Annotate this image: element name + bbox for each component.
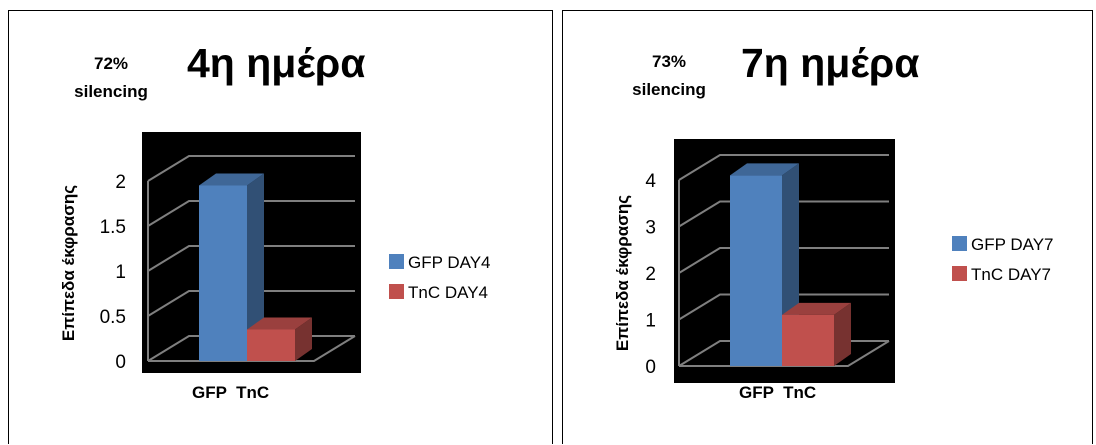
chart-plot: 0 0.5 1 1.5 2 GFP DAY4 TnC DAY4 bbox=[100, 132, 491, 373]
bar-tnc-day4 bbox=[247, 329, 295, 361]
bar-side bbox=[295, 317, 312, 361]
chart-title: 4η ημέρα bbox=[187, 40, 366, 86]
legend-swatch bbox=[389, 254, 404, 269]
gridline bbox=[147, 245, 355, 272]
chart-title: 7η ημέρα bbox=[741, 40, 920, 86]
legend-label: TnC DAY4 bbox=[408, 283, 488, 302]
gridline bbox=[147, 290, 355, 317]
legend-label: GFP DAY7 bbox=[971, 235, 1054, 254]
gridline bbox=[147, 155, 355, 182]
legend-swatch bbox=[952, 266, 967, 281]
y-tick-label: 0.5 bbox=[100, 307, 126, 328]
y-tick-label: 0 bbox=[115, 352, 126, 373]
chart-plot: 0 1 2 3 4 GFP DAY7 TnC DAY7 bbox=[645, 139, 1054, 383]
bar-tnc-day7 bbox=[782, 314, 834, 366]
bar-side bbox=[834, 302, 851, 366]
gridline bbox=[678, 200, 889, 228]
y-tick-label: 2 bbox=[115, 172, 126, 193]
silencing-annotation: 72% silencing bbox=[74, 54, 148, 101]
bar-top bbox=[730, 163, 799, 176]
gridline bbox=[678, 247, 889, 274]
y-tick-label: 2 bbox=[645, 264, 656, 285]
silencing-annotation: 73% silencing bbox=[632, 52, 706, 99]
gridline bbox=[147, 200, 355, 227]
bar-top bbox=[199, 173, 264, 186]
y-tick-label: 4 bbox=[645, 171, 656, 192]
bar-side bbox=[247, 173, 264, 361]
legend-swatch bbox=[952, 236, 967, 251]
bar-top bbox=[782, 302, 851, 315]
bar-gfp-day4 bbox=[199, 185, 247, 361]
y-tick-label: 3 bbox=[645, 218, 656, 239]
x-axis-categories: GFP TnC bbox=[739, 383, 817, 402]
y-tick-label: 1.5 bbox=[100, 217, 126, 238]
chart-panel-day4: 72% silencing 4η ημέρα Επίπεδα έκφρασης … bbox=[8, 10, 553, 444]
gridline bbox=[678, 293, 889, 321]
legend-label: TnC DAY7 bbox=[971, 265, 1051, 284]
bar-top bbox=[247, 317, 312, 330]
legend-swatch bbox=[389, 284, 404, 299]
bar-gfp-day7 bbox=[730, 175, 782, 366]
gridline bbox=[678, 154, 889, 181]
chart-panel-day7: 73% silencing 7η ημέρα Επίπεδα έκφρασης … bbox=[562, 10, 1093, 444]
y-tick-label: 1 bbox=[115, 262, 126, 283]
x-axis-categories: GFP TnC bbox=[192, 383, 270, 402]
y-tick-label: 1 bbox=[645, 311, 656, 332]
legend-label: GFP DAY4 bbox=[408, 253, 491, 272]
y-tick-label: 0 bbox=[645, 357, 656, 378]
